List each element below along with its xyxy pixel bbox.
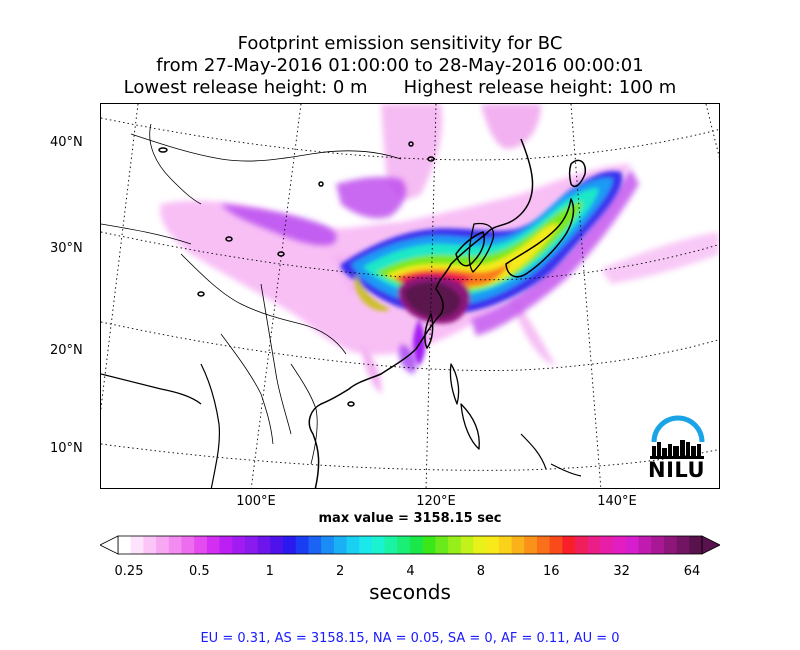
colorbar-cell <box>448 536 462 554</box>
map-canvas <box>101 104 719 488</box>
colorbar-cell <box>321 536 335 554</box>
coastlines <box>101 123 587 488</box>
release-height-low: Lowest release height: 0 m <box>123 77 368 98</box>
colorbar-cell <box>422 536 436 554</box>
colorbar-high-extension <box>701 535 720 555</box>
colorbar-cell <box>219 536 233 554</box>
colorbar-tick-label: 64 <box>683 564 701 579</box>
lon-label-120e: 120°E <box>416 494 456 509</box>
colorbar-cell <box>575 536 589 554</box>
colorbar-cell <box>498 536 513 554</box>
colorbar-cell <box>536 536 551 554</box>
colorbar-cell <box>206 536 221 554</box>
colorbar-cell <box>143 536 157 554</box>
colorbar-low-extension <box>100 535 119 555</box>
colorbar-cell <box>232 536 246 554</box>
colorbar-cell <box>460 536 475 554</box>
colorbar-cell <box>549 536 563 554</box>
colorbar-cell <box>168 536 183 554</box>
plot-title: Footprint emission sensitivity for BC <box>237 33 563 54</box>
colorbar-cell <box>613 536 627 554</box>
release-heights: Lowest release height: 0 m Highest releas… <box>0 77 800 99</box>
colorbar-tick-label: 2 <box>335 564 345 579</box>
colorbar-cell <box>410 536 424 554</box>
colorbar-tick-label: 0.5 <box>189 564 210 579</box>
colorbar-cell <box>194 536 208 554</box>
plot-period: from 27-May-2016 01:00:00 to 28-May-2016… <box>156 55 644 76</box>
regional-values: EU = 0.31, AS = 3158.15, NA = 0.05, SA =… <box>200 631 620 646</box>
colorbar-tick-label: 32 <box>613 564 630 579</box>
colorbar-cell <box>371 536 386 554</box>
colorbar-cell <box>295 536 310 554</box>
colorbar-cell <box>651 536 665 554</box>
colorbar-cell <box>346 536 360 554</box>
nilu-logo-icon <box>650 415 705 459</box>
colorbar-tick-label: 1 <box>265 564 274 579</box>
graticule <box>101 104 719 488</box>
colorbar-cell <box>600 536 614 554</box>
colorbar-cell <box>359 536 373 554</box>
colorbar-cell <box>435 536 449 554</box>
release-height-high: Highest release height: 100 m <box>403 77 677 98</box>
colorbar-cell <box>676 536 690 554</box>
colorbar-cell <box>130 536 144 554</box>
colorbar-cell <box>181 536 195 554</box>
lon-label-140e: 140°E <box>597 494 637 509</box>
colorbar-tick-label: 4 <box>406 564 415 579</box>
lat-label-40n: 40°N <box>50 135 83 150</box>
colorbar-cell <box>118 536 132 554</box>
colorbar-cell <box>587 536 602 554</box>
colorbar-cell <box>283 536 297 554</box>
colorbar-cell <box>638 536 652 554</box>
colorbar-cell <box>562 536 576 554</box>
colorbar-cell <box>625 536 640 554</box>
lat-label-20n: 20°N <box>50 343 83 358</box>
colorbar-cell <box>524 536 538 554</box>
max-value-label: max value = 3158.15 sec <box>318 511 502 526</box>
nilu-logo-text: NILU <box>648 458 706 482</box>
lon-label-100e: 100°E <box>236 494 276 509</box>
colorbar-cell <box>689 536 703 554</box>
colorbar-tick-label: 0.25 <box>114 564 144 579</box>
colorbar-label: seconds <box>369 580 451 604</box>
lat-label-10n: 10°N <box>50 441 83 456</box>
colorbar-tick-label: 16 <box>542 564 560 579</box>
colorbar-cell <box>511 536 525 554</box>
lat-label-30n: 30°N <box>50 241 83 256</box>
colorbar-cell <box>270 536 284 554</box>
colorbar-tick-label: 8 <box>476 564 486 579</box>
nilu-logo <box>645 412 711 484</box>
colorbar-cell <box>333 536 348 554</box>
colorbar-cell <box>156 536 170 554</box>
colorbar-cell <box>397 536 411 554</box>
colorbar-cell <box>244 536 259 554</box>
emission-plume <box>160 104 719 394</box>
colorbar-cell <box>384 536 398 554</box>
footprint-map <box>100 103 720 489</box>
colorbar-cell <box>663 536 678 554</box>
colorbar-cell <box>308 536 322 554</box>
colorbar-cell <box>257 536 271 554</box>
colorbar <box>100 535 720 555</box>
colorbar-cell <box>473 536 487 554</box>
colorbar-cell <box>486 536 500 554</box>
